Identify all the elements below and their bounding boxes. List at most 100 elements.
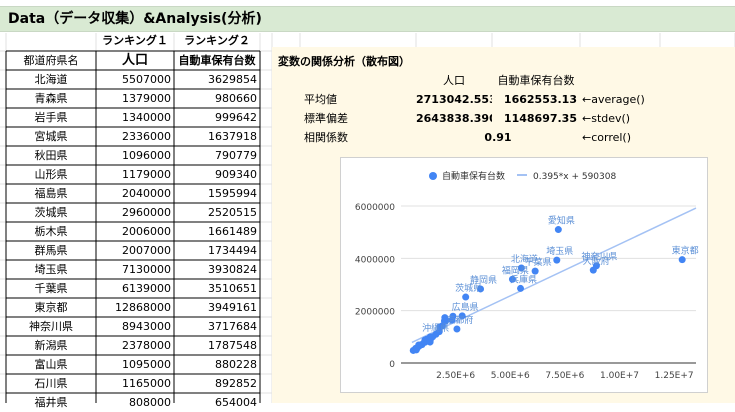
data-point — [517, 284, 525, 292]
cell-prefecture[interactable]: 福島県 — [34, 187, 68, 200]
cell-population[interactable]: 12868000 — [115, 301, 171, 314]
stdev-population[interactable]: 2643838.390 — [416, 112, 492, 125]
data-point — [462, 293, 470, 301]
cell-vehicles[interactable]: 1734494 — [208, 244, 257, 257]
cell-population[interactable]: 7130000 — [122, 263, 171, 276]
title-bar — [0, 6, 735, 32]
cell-prefecture[interactable]: 秋田県 — [34, 149, 68, 162]
point-label: 静岡県 — [470, 274, 497, 286]
correlation-value[interactable]: 0.91 — [484, 131, 512, 144]
stdev-vehicles[interactable]: 1148697.35 — [503, 112, 577, 125]
label-correlation[interactable]: 相関係数 — [304, 131, 348, 144]
point-label: 東京都 — [672, 245, 699, 257]
analysis-title[interactable]: 変数の関係分析（散布図） — [278, 55, 410, 68]
point-label: 兵庫県 — [510, 273, 537, 285]
cell-vehicles[interactable]: 880228 — [215, 358, 257, 371]
x-tick-label: 5.00E+6 — [491, 371, 530, 381]
cell-prefecture[interactable]: 岩手県 — [34, 111, 68, 124]
cell-vehicles[interactable]: 909340 — [215, 168, 257, 181]
cell-vehicles[interactable]: 3629854 — [208, 73, 257, 86]
point-label: 広島県 — [452, 301, 479, 313]
header-ranking1[interactable]: ランキング１ — [102, 34, 168, 47]
cell-vehicles[interactable]: 3717684 — [208, 320, 257, 333]
cell-population[interactable]: 1095000 — [122, 358, 171, 371]
cell-prefecture[interactable]: 宮城県 — [34, 130, 68, 143]
header-population[interactable]: 人口 — [121, 53, 148, 68]
cell-prefecture[interactable]: 茨城県 — [34, 206, 68, 219]
x-tick-label: 1.00E+7 — [600, 371, 639, 381]
cell-vehicles[interactable]: 3510651 — [208, 282, 257, 295]
header-vehicles[interactable]: 自動車保有台数 — [178, 54, 256, 67]
cell-prefecture[interactable]: 石川県 — [34, 377, 68, 390]
y-tick-label: 6000000 — [355, 203, 395, 213]
cell-prefecture[interactable]: 青森県 — [34, 92, 68, 105]
cell-population[interactable]: 2007000 — [122, 244, 171, 257]
cell-population[interactable]: 5507000 — [122, 73, 171, 86]
y-tick-label: 4000000 — [355, 255, 395, 265]
cell-population[interactable]: 1379000 — [122, 92, 171, 105]
cell-vehicles[interactable]: 999642 — [215, 111, 257, 124]
cell-population[interactable]: 1165000 — [122, 377, 171, 390]
point-label: 沖縄県 — [422, 322, 449, 334]
cell-prefecture[interactable]: 千葉県 — [34, 282, 68, 295]
cell-prefecture[interactable]: 栃木県 — [34, 225, 68, 238]
y-tick-label: 2000000 — [355, 308, 395, 318]
cell-prefecture[interactable]: 埼玉県 — [34, 263, 68, 276]
data-point — [421, 338, 429, 346]
cell-population[interactable]: 1340000 — [122, 111, 171, 124]
point-label: 福岡県 — [502, 264, 529, 276]
cell-prefecture[interactable]: 北海道 — [34, 73, 68, 86]
cell-vehicles[interactable]: 3930824 — [208, 263, 257, 276]
cell-vehicles[interactable]: 3949161 — [208, 301, 257, 314]
cell-prefecture[interactable]: 山形県 — [34, 168, 68, 181]
data-point — [508, 275, 516, 283]
cell-prefecture[interactable]: 富山県 — [34, 358, 68, 371]
analysis-header-population[interactable]: 人口 — [443, 74, 465, 87]
data-point — [438, 322, 446, 330]
mean-population[interactable]: 2713042.553 — [416, 93, 492, 106]
cell-vehicles[interactable]: 1787548 — [208, 339, 257, 352]
cell-vehicles[interactable]: 2520515 — [208, 206, 257, 219]
cell-prefecture[interactable]: 神奈川県 — [29, 320, 73, 333]
cell-vehicles[interactable]: 980660 — [215, 92, 257, 105]
note-correl: ←correl() — [582, 131, 632, 144]
scatter-chart[interactable]: 0 2000000 4000000 6000000 2.50E+6 5.00E+6 7.50… — [340, 157, 708, 393]
cell-population[interactable]: 1179000 — [122, 168, 171, 181]
data-point — [678, 256, 686, 264]
label-stdev[interactable]: 標準偏差 — [304, 112, 348, 125]
cell-vehicles[interactable]: 1637918 — [208, 130, 257, 143]
analysis-header-vehicles[interactable]: 自動車保有台数 — [497, 74, 575, 87]
data-point — [517, 264, 525, 272]
cell-vehicles[interactable]: 892852 — [215, 377, 257, 390]
label-mean[interactable]: 平均値 — [304, 93, 337, 106]
point-label: 千葉県 — [525, 256, 552, 268]
cell-population[interactable]: 2378000 — [122, 339, 171, 352]
note-stdev: ←stdev() — [582, 112, 631, 125]
point-label: 埼玉県 — [546, 245, 573, 257]
cell-population[interactable]: 8943000 — [122, 320, 171, 333]
data-point — [458, 312, 466, 320]
cell-prefecture[interactable]: 東京都 — [34, 301, 68, 314]
cell-prefecture[interactable]: 新潟県 — [34, 339, 68, 352]
cell-population[interactable]: 1096000 — [122, 149, 171, 162]
cell-population[interactable]: 2336000 — [122, 130, 171, 143]
cell-vehicles[interactable]: 1661489 — [208, 225, 257, 238]
header-ranking2[interactable]: ランキング２ — [184, 34, 250, 47]
point-label: 京都府 — [446, 314, 473, 326]
point-label: 神奈川県 — [581, 251, 617, 263]
cell-vehicles[interactable]: 1595994 — [208, 187, 257, 200]
cell-prefecture[interactable]: 群馬県 — [34, 244, 68, 257]
cell-population[interactable]: 2040000 — [122, 187, 171, 200]
cell-population[interactable]: 2960000 — [122, 206, 171, 219]
cell-vehicles[interactable]: 790779 — [215, 149, 257, 162]
cell-population[interactable]: 6139000 — [122, 282, 171, 295]
data-point — [453, 325, 461, 333]
header-prefecture[interactable]: 都道府県名 — [23, 54, 79, 67]
scatter-chart-svg: 0 2000000 4000000 6000000 2.50E+6 5.00E+6 7.50… — [355, 170, 699, 381]
cell-population[interactable]: 2006000 — [122, 225, 171, 238]
mean-vehicles[interactable]: 1662553.13 — [503, 93, 577, 106]
sheet-title[interactable]: Data（データ収集）&Analysis(分析) — [8, 11, 262, 27]
data-point — [553, 256, 561, 264]
x-tick-label: 2.50E+6 — [436, 371, 475, 381]
trendline — [411, 207, 697, 344]
